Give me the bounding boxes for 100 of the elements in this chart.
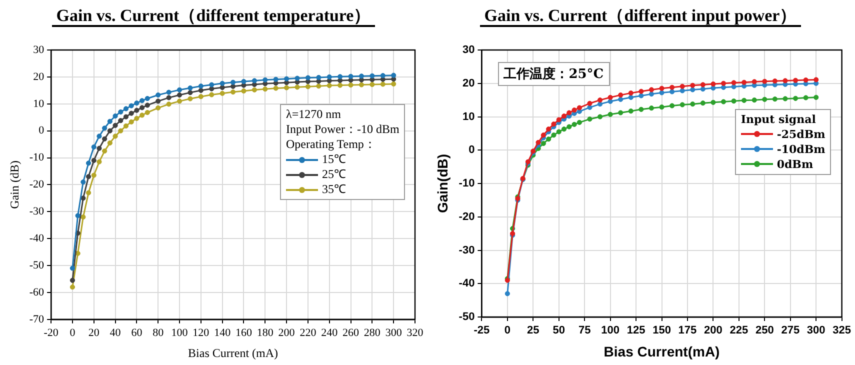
point: [284, 76, 290, 82]
point: [782, 96, 788, 102]
point: [128, 103, 134, 108]
legend-label: 35℃: [322, 182, 346, 198]
point: [166, 95, 172, 100]
point: [551, 132, 556, 138]
point: [166, 102, 172, 107]
point: [140, 98, 145, 104]
point: [140, 105, 145, 110]
y-tick-label: 20: [462, 77, 475, 90]
legend-label: 0dBm: [776, 156, 814, 172]
point: [814, 94, 819, 100]
chart-title: Gain vs. Current（different input power）: [480, 6, 801, 27]
point: [782, 78, 788, 84]
point: [670, 84, 675, 90]
point: [107, 128, 112, 134]
point: [70, 278, 76, 283]
point: [128, 119, 134, 124]
point: [648, 106, 654, 111]
x-tick-label: 300: [385, 326, 402, 339]
point: [597, 102, 603, 107]
point: [690, 102, 696, 107]
y-tick-label: -10: [458, 178, 475, 190]
point: [188, 90, 193, 96]
point: [326, 83, 332, 88]
point: [220, 84, 225, 90]
point: [540, 140, 546, 146]
point: [118, 118, 124, 124]
point: [91, 158, 96, 164]
point: [262, 86, 268, 92]
x-tick-label: 320: [406, 326, 424, 339]
point: [572, 108, 577, 113]
point: [96, 134, 102, 139]
chart-title: Gain vs. Current（different temperature）: [52, 6, 375, 27]
x-tick-label: 240: [321, 326, 338, 339]
point: [731, 84, 736, 90]
point: [546, 126, 552, 132]
point: [176, 87, 182, 92]
x-tick-label: 60: [131, 326, 143, 339]
point: [618, 92, 624, 98]
y-tick-label: -60: [29, 286, 45, 298]
point: [680, 102, 685, 108]
x-tick-label: 40: [110, 326, 122, 339]
point: [156, 92, 161, 98]
point: [91, 172, 96, 178]
y-tick-label: -30: [29, 206, 45, 218]
point: [294, 84, 300, 90]
point: [597, 114, 603, 120]
y-tick-label: -40: [29, 232, 45, 244]
x-tick-label: 0: [504, 324, 510, 337]
point: [198, 94, 204, 100]
point: [188, 96, 193, 102]
point: [209, 86, 214, 92]
point: [572, 122, 577, 127]
point: [91, 144, 96, 150]
point: [262, 77, 268, 82]
point: [720, 99, 726, 104]
y-tick-label: 0: [38, 124, 45, 137]
x-tick-label: 225: [730, 324, 748, 337]
point: [700, 86, 706, 92]
point: [566, 110, 572, 116]
point: [680, 88, 685, 94]
point: [556, 117, 562, 122]
y-tick-label: 10: [462, 110, 475, 123]
point: [123, 123, 129, 129]
y-tick-label: -50: [458, 311, 475, 324]
point: [576, 105, 582, 110]
point: [358, 82, 364, 88]
point: [338, 82, 343, 88]
point: [118, 109, 124, 115]
x-tick-label: 250: [755, 324, 774, 337]
point: [551, 122, 556, 127]
point: [209, 82, 214, 88]
legend-label: -10dBm: [776, 142, 826, 157]
x-tick-label: 325: [832, 324, 852, 337]
y-tick-label: -10: [29, 152, 45, 164]
y-tick-label: -20: [458, 210, 475, 223]
point: [731, 98, 736, 104]
y-tick-label: -50: [29, 259, 45, 272]
point: [803, 77, 808, 83]
point: [112, 134, 118, 139]
x-axis-title: Bias Current(mA): [604, 343, 720, 360]
point: [198, 88, 204, 93]
point: [648, 92, 654, 97]
point: [107, 140, 112, 146]
point: [814, 77, 819, 82]
point: [123, 106, 129, 112]
point: [628, 90, 634, 96]
x-tick-label: 200: [278, 326, 296, 339]
point: [380, 73, 386, 78]
point: [316, 74, 322, 80]
point: [305, 75, 311, 80]
point: [638, 93, 644, 98]
x-tick-label: 180: [256, 326, 274, 339]
point: [80, 196, 86, 201]
point: [391, 72, 396, 78]
x-tick-label: 75: [578, 324, 591, 337]
point: [176, 98, 182, 104]
x-tick-label: -20: [44, 326, 59, 339]
point: [156, 105, 161, 110]
